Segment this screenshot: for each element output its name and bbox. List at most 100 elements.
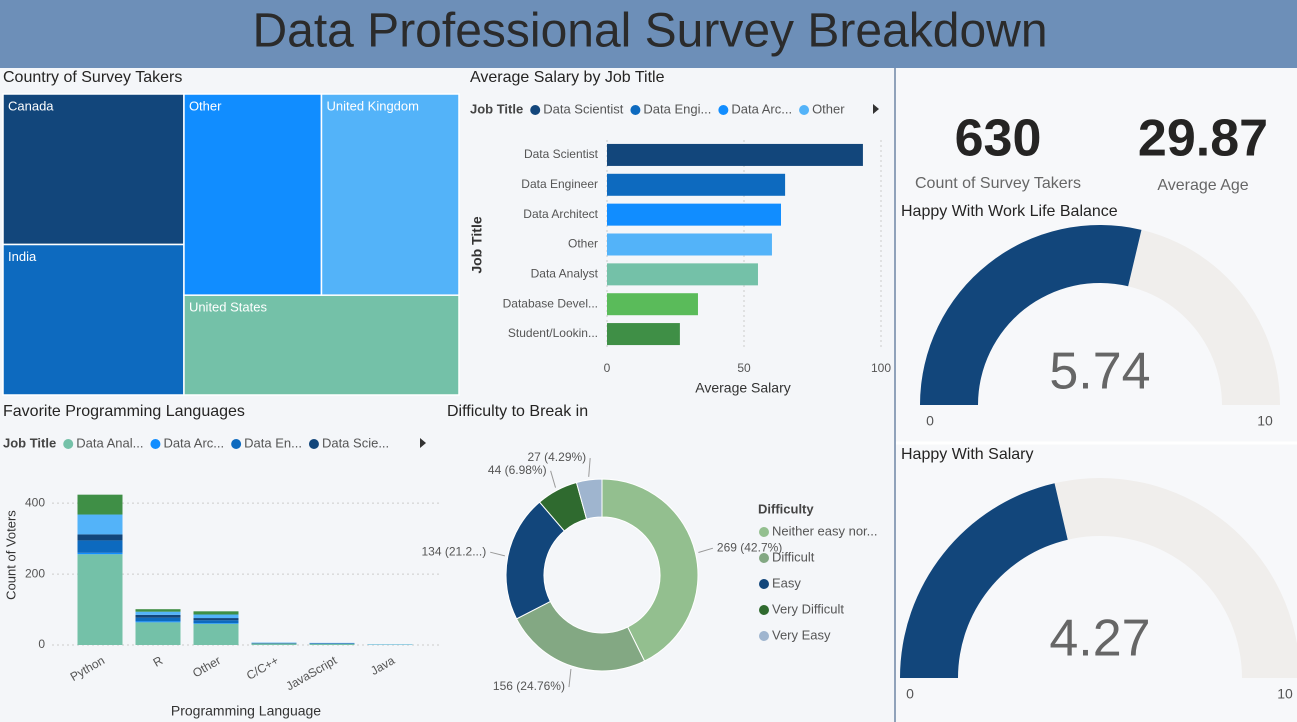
leader-line [550,470,557,488]
bar [607,143,863,166]
legend-title: Difficulty [758,501,814,516]
legend-swatch [759,605,769,615]
y-tick-label: Data Scientist [524,147,599,161]
y-tick-label: 200 [25,566,45,580]
chart-title: Favorite Programming Languages [3,403,245,420]
bar-segment [77,552,123,555]
gauge-tick-label: 0 [906,686,914,702]
bar-segment [135,621,181,623]
treemap-label: India [8,249,37,264]
legend-swatch [150,439,161,449]
y-axis-title: Count of Voters [3,510,18,600]
bar-segment [193,620,239,624]
bar [607,173,786,196]
legend-label: Data Engi... [643,101,711,116]
x-tick-label: 50 [737,361,751,375]
legend-swatch [231,439,242,449]
card-label: Count of Survey Takers [915,175,1081,192]
legend-title: Job Title [3,435,56,450]
bar-segment [77,554,123,645]
x-tick-label: 100 [871,361,891,375]
legend-label: Very Easy [772,627,831,642]
bar-segment [77,494,123,515]
gauge-fill [900,483,1068,678]
y-tick-label: 0 [38,637,45,651]
legend-scroll-arrow [420,438,426,448]
legend-label: Neither easy nor... [772,523,878,538]
legend-scroll-arrow [873,104,879,114]
gauge-tick-label: 10 [1277,686,1293,702]
legend-label: Data En... [244,435,302,450]
treemap-label: Canada [8,98,54,113]
chart-title: Happy With Salary [901,446,1034,463]
leader-line [568,668,572,688]
treemap-tile [2,243,185,396]
legend-title: Job Title [470,101,523,116]
bar [607,293,698,316]
y-tick-label: Data Analyst [531,267,599,281]
bar-segment [77,514,123,535]
treemap-label: United Kingdom [326,98,419,113]
bar-segment [135,617,181,622]
bar-segment [135,622,181,645]
legend-label: Difficult [772,549,815,564]
bar-segment [135,609,181,612]
treemap-tile [320,93,460,296]
chart-title: Difficulty to Break in [447,403,588,420]
chart-title: Happy With Work Life Balance [901,203,1118,220]
legend-swatch [718,105,729,115]
y-tick-label: Student/Lookin... [508,326,598,340]
treemap-tile [183,93,323,296]
legend-swatch [630,105,641,115]
donut-slice [575,478,603,520]
legend-swatch [759,579,769,589]
legend-swatch [759,527,769,537]
legend-label: Data Anal... [76,435,143,450]
card-label: Average Age [1157,177,1248,194]
card-value: 29.87 [1138,110,1268,168]
bar-segment [193,614,239,619]
legend-swatch [530,105,541,115]
legend-label: Other [812,101,845,116]
leader-line [588,458,591,477]
y-tick-label: Data Engineer [521,177,598,191]
legend-label: Data Arc... [163,435,224,450]
header-bar [0,0,1297,68]
bar-segment [135,614,181,618]
bar-segment [77,540,123,553]
gauge-value: 4.27 [1049,610,1150,668]
chart-title: Average Salary by Job Title [470,69,665,86]
bar-segment [193,623,239,624]
data-label: 27 (4.29%) [527,450,586,464]
y-tick-label: 400 [25,495,45,509]
card-value: 630 [955,110,1042,168]
x-axis-title: Average Salary [695,380,790,396]
gauge-tick-label: 0 [926,413,934,429]
y-tick-label: Data Architect [523,207,598,221]
data-label: 44 (6.98%) [488,463,547,477]
bar-segment [251,643,297,645]
gauge-tick-label: 10 [1257,413,1273,429]
page-title: Data Professional Survey Breakdown [252,5,1047,58]
bar-segment [193,618,239,621]
gauge-fill [920,225,1142,405]
leader-line [698,547,714,553]
treemap-tile [2,93,185,246]
legend-swatch [759,553,769,563]
bar [607,203,781,226]
bar-segment [77,534,123,541]
data-label: 269 (42.7%) [717,540,782,554]
bar [607,323,680,346]
legend-label: Data Scientist [543,101,624,116]
gauge-value: 5.74 [1049,343,1150,401]
legend-swatch [308,439,319,449]
treemap-tile [183,294,460,396]
legend-label: Very Difficult [772,601,844,616]
legend-swatch [63,439,74,449]
treemap-label: Other [189,98,222,113]
bar-segment [309,643,355,645]
y-tick-label: Other [568,237,598,251]
chart-title: Country of Survey Takers [3,69,182,86]
